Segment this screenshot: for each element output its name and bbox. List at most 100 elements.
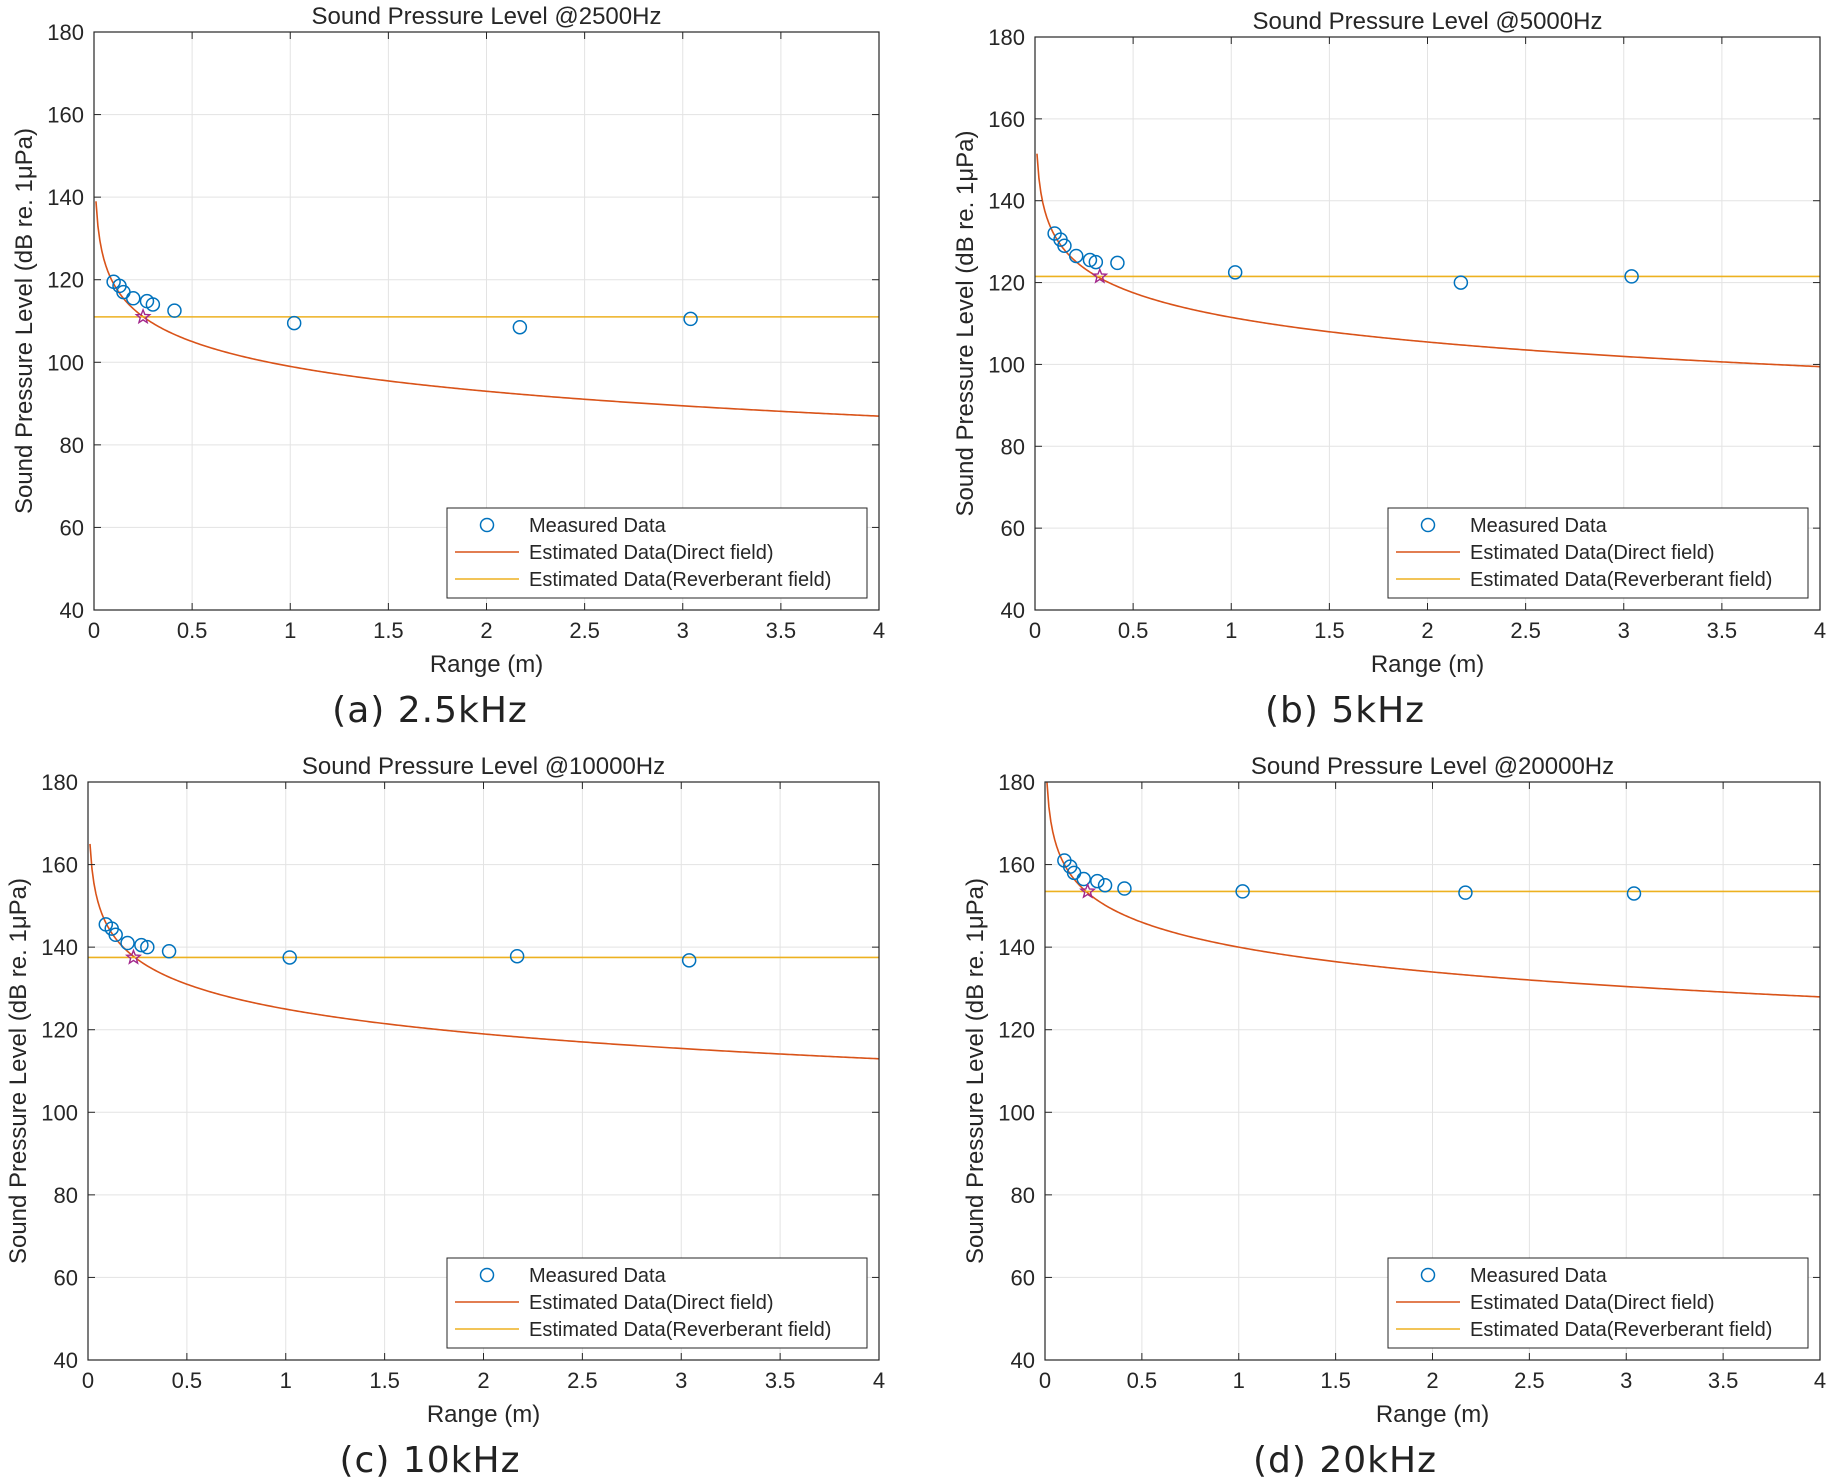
- chart-title: Sound Pressure Level @5000Hz: [1253, 8, 1603, 35]
- chart-title: Sound Pressure Level @2500Hz: [312, 3, 662, 30]
- measured-data-point: [126, 291, 141, 306]
- y-tick-label: 120: [998, 1018, 1035, 1043]
- y-tick-label: 40: [1011, 1348, 1035, 1373]
- measured-data-point: [140, 939, 155, 955]
- legend-box: [1387, 1257, 1809, 1349]
- legend-entry-label: Estimated Data(Reverberant field): [529, 569, 831, 591]
- legend: Measured Data Estimated Data(Direct field…: [446, 507, 868, 599]
- x-tick-label: 0: [1029, 618, 1041, 643]
- measured-data-point: [1068, 248, 1084, 264]
- y-tick-label: 60: [54, 1265, 78, 1290]
- x-tick-label: 4: [1814, 618, 1826, 643]
- y-tick-label: 100: [41, 1100, 78, 1125]
- y-tick-label: 100: [998, 1100, 1035, 1125]
- x-tick-label: 0.5: [1118, 618, 1149, 643]
- x-tick-label: 3.5: [766, 618, 797, 643]
- y-tick-label: 120: [988, 271, 1025, 296]
- legend: Measured Data Estimated Data(Direct field…: [446, 1257, 868, 1349]
- x-tick-label: 2: [480, 618, 492, 643]
- x-tick-label: 1.5: [369, 1368, 400, 1393]
- y-tick-label: 160: [998, 853, 1035, 878]
- legend-entry-label: Measured Data: [1470, 515, 1608, 537]
- measured-data-point: [1626, 886, 1642, 901]
- legend-entry-label: Estimated Data(Direct field): [529, 1292, 774, 1314]
- measured-data-point: [1117, 881, 1132, 896]
- y-tick-label: 80: [60, 433, 84, 458]
- x-tick-label: 3.5: [765, 1368, 796, 1393]
- chart-title: Sound Pressure Level @20000Hz: [1251, 753, 1614, 780]
- y-tick-label: 100: [988, 352, 1025, 377]
- legend-marker-measured: [479, 1267, 495, 1283]
- x-axis-label: Range (m): [430, 651, 543, 678]
- y-tick-label: 160: [47, 103, 84, 128]
- measured-data-point: [1090, 873, 1105, 889]
- y-tick-label: 40: [54, 1348, 78, 1373]
- legend-entry-label: Estimated Data(Reverberant field): [529, 1319, 831, 1341]
- measured-data-point: [120, 935, 135, 951]
- x-tick-label: 1: [1225, 618, 1237, 643]
- y-tick-label: 180: [988, 25, 1025, 50]
- x-axis-label: Range (m): [1371, 651, 1484, 678]
- x-tick-label: 4: [1814, 1368, 1826, 1393]
- x-tick-label: 0.5: [1127, 1368, 1158, 1393]
- measured-data-point: [286, 315, 302, 331]
- y-tick-label: 180: [47, 20, 84, 45]
- y-tick-label: 80: [1001, 434, 1025, 459]
- y-tick-label: 60: [1001, 516, 1025, 541]
- x-tick-label: 3.5: [1708, 1368, 1739, 1393]
- x-tick-label: 2: [1426, 1368, 1438, 1393]
- chart-svg: 0 0.5 1 1.5 2 2.5 3 3.5 4 40 60 80 100 120 140 160 180 So…: [11, 3, 885, 678]
- measured-data-point: [683, 311, 698, 327]
- measured-data-point: [509, 948, 525, 964]
- x-tick-label: 2.5: [569, 618, 600, 643]
- chart-panel-c: 0 0.5 1 1.5 2 2.5 3 3.5 4 40 60 80 100 120 140 160 180 So…: [0, 750, 910, 1450]
- x-tick-label: 4: [873, 618, 885, 643]
- measured-data-point: [282, 950, 297, 965]
- y-tick-label: 180: [998, 770, 1035, 795]
- x-tick-label: 2.5: [567, 1368, 598, 1393]
- y-tick-label: 160: [988, 107, 1025, 132]
- x-tick-label: 3: [1620, 1368, 1632, 1393]
- caption-b: (b) 5kHz: [1264, 690, 1426, 731]
- measured-data-point: [1057, 238, 1072, 253]
- critical-distance-star-marker: [1079, 882, 1097, 899]
- legend-marker-measured: [1420, 1267, 1436, 1283]
- chart-panel-b: 0 0.5 1 1.5 2 2.5 3 3.5 4 40 60 80 100 120 140 160 180 So…: [912, 0, 1826, 700]
- measured-data-point: [134, 937, 149, 953]
- legend-box: [1387, 507, 1809, 599]
- legend-entry-label: Estimated Data(Direct field): [1470, 542, 1715, 564]
- measured-data-point: [108, 927, 123, 943]
- legend-box: [446, 1257, 868, 1349]
- y-tick-label: 40: [1001, 598, 1025, 623]
- measured-data-point: [1076, 871, 1091, 887]
- critical-distance-star-marker: [134, 307, 152, 325]
- y-axis-label: Sound Pressure Level (dB re. 1μPa): [5, 878, 32, 1264]
- x-tick-label: 1.5: [1320, 1368, 1351, 1393]
- chart-panel-a: 0 0.5 1 1.5 2 2.5 3 3.5 4 40 60 80 100 120 140 160 180 So…: [0, 0, 910, 700]
- chart-title: Sound Pressure Level @10000Hz: [302, 753, 665, 780]
- measured-data-point: [512, 319, 528, 335]
- measured-data-point: [1110, 255, 1125, 271]
- x-tick-label: 1: [1233, 1368, 1245, 1393]
- measured-data-point: [145, 297, 161, 312]
- measured-data-point: [1097, 877, 1113, 893]
- y-tick-label: 120: [47, 268, 84, 293]
- x-axis-label: Range (m): [427, 1401, 540, 1428]
- legend-entry-label: Estimated Data(Reverberant field): [1470, 569, 1772, 591]
- x-tick-label: 0.5: [177, 618, 208, 643]
- legend-entry-label: Estimated Data(Direct field): [1470, 1292, 1715, 1314]
- x-tick-label: 3: [675, 1368, 687, 1393]
- caption-a: (a) 2.5kHz: [332, 690, 528, 731]
- y-tick-label: 100: [47, 350, 84, 375]
- y-axis-label: Sound Pressure Level (dB re. 1μPa): [962, 878, 989, 1264]
- y-tick-label: 140: [47, 185, 84, 210]
- y-tick-label: 80: [1011, 1183, 1035, 1208]
- y-tick-label: 60: [1011, 1265, 1035, 1290]
- x-axis-label: Range (m): [1376, 1401, 1489, 1428]
- y-tick-label: 60: [60, 515, 84, 540]
- x-tick-label: 0.5: [172, 1368, 203, 1393]
- measured-data-point: [1088, 254, 1104, 270]
- y-tick-label: 140: [41, 935, 78, 960]
- x-tick-label: 0: [1039, 1368, 1051, 1393]
